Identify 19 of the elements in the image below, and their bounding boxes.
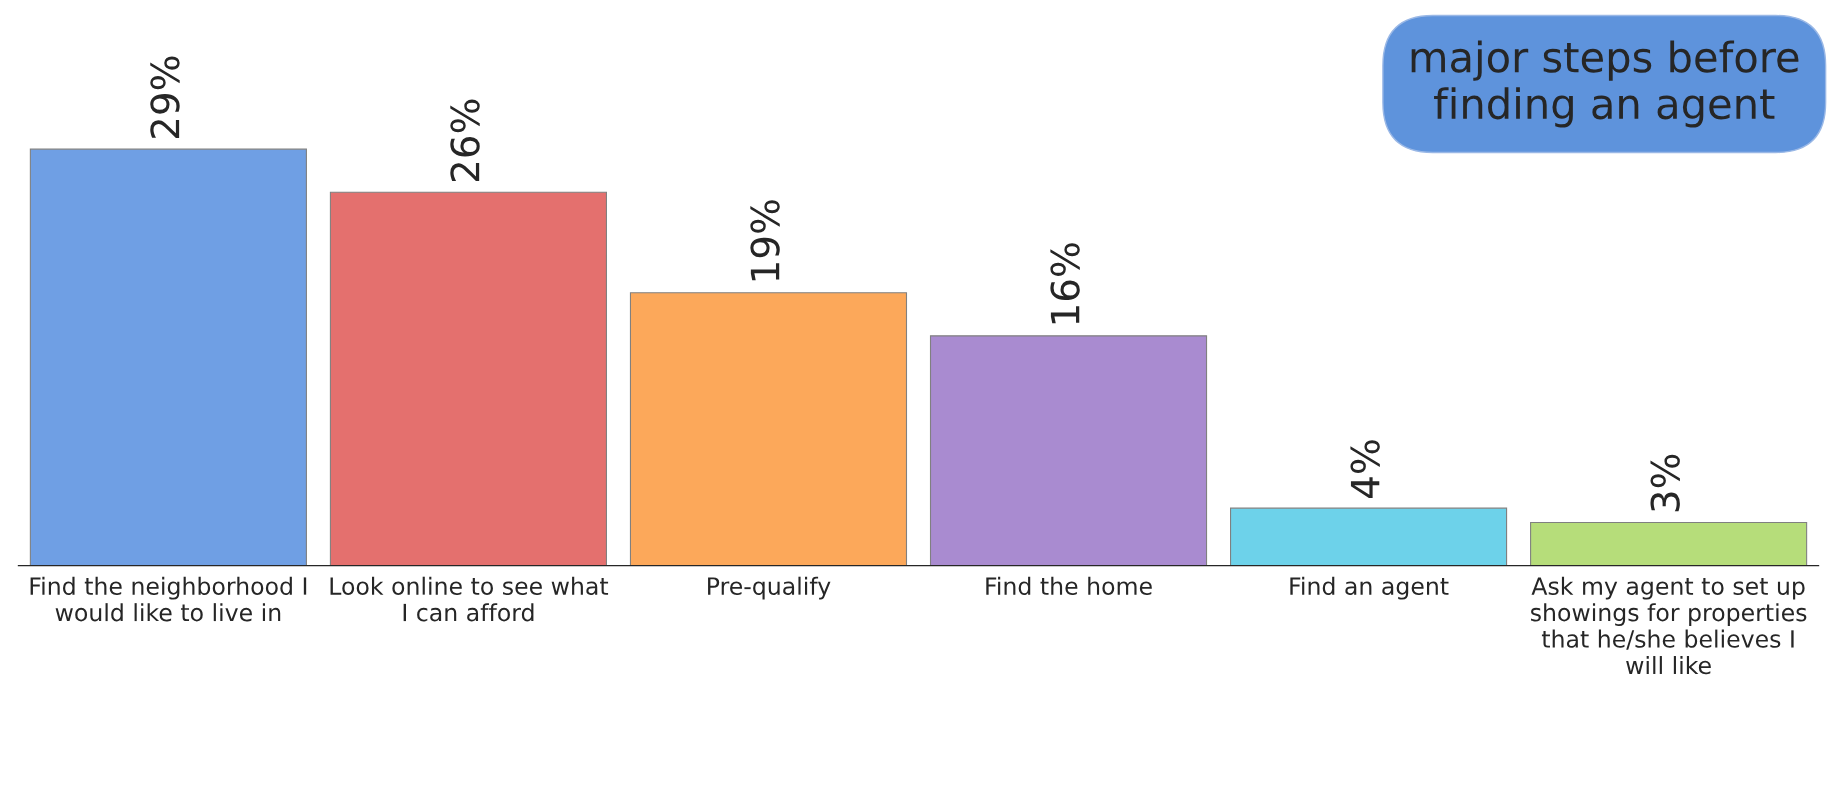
- x-tick-label: Find the neighborhood I would like to live in: [30, 576, 307, 622]
- x-tick-label: Find an agent: [1290, 576, 1449, 600]
- data-label: 3%: [1650, 454, 1680, 512]
- data-label: 16%: [1050, 243, 1080, 324]
- x-tick-label: Look online to see what I can afford: [330, 576, 609, 622]
- x-tick-label: Pre-qualify: [708, 576, 831, 600]
- data-label: 26%: [450, 99, 480, 182]
- data-label: 4%: [1350, 440, 1380, 498]
- bar: [929, 335, 1208, 566]
- bar: [1229, 507, 1508, 566]
- bar: [29, 148, 307, 566]
- x-tick-label: Ask my agent to set up showings for properties that he/she believes I will like: [1531, 576, 1807, 675]
- data-label: 19%: [750, 200, 780, 281]
- data-label: 29%: [150, 56, 180, 138]
- bar: [329, 191, 608, 566]
- text: major steps before finding an agent: [1411, 40, 1799, 128]
- bar: [629, 292, 908, 566]
- bar: [1530, 521, 1808, 566]
- x-tick-label: Find the home: [986, 576, 1152, 595]
